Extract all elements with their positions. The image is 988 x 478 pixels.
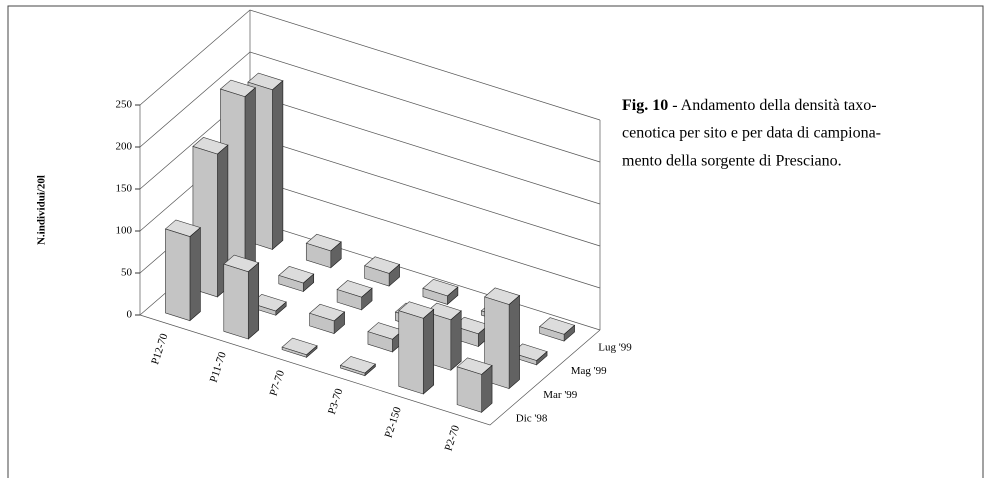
legend-label: Mag '99 xyxy=(571,365,607,377)
bar xyxy=(339,356,376,377)
bar-side xyxy=(508,294,520,390)
bar-front xyxy=(398,310,424,395)
legend-label: Lug '99 xyxy=(598,341,632,353)
y-tick-label: 200 xyxy=(116,141,133,153)
bar xyxy=(367,322,404,353)
legend-label: Dic '98 xyxy=(516,413,548,425)
caption-line: cenotica per sito e per data di campiona… xyxy=(622,125,881,142)
caption-line: - Andamento della densità taxo- xyxy=(672,97,876,114)
bar-side xyxy=(272,80,284,251)
bar-front xyxy=(223,263,249,340)
x-tick-label: P3-70 xyxy=(326,387,346,416)
bar-side xyxy=(450,310,462,371)
caption-line: mento della sorgente di Presciano. xyxy=(622,153,842,170)
y-axis-label: N.individui/20l xyxy=(36,175,48,245)
bar-side xyxy=(247,262,260,340)
bar xyxy=(336,280,373,311)
bar xyxy=(422,278,459,306)
grid-line xyxy=(139,51,601,163)
bar xyxy=(164,219,201,322)
x-tick-label: P2-70 xyxy=(443,423,463,452)
caption-label: Fig. 10 xyxy=(622,97,668,114)
bar-side xyxy=(244,87,256,274)
grid-line xyxy=(139,9,601,121)
y-tick-label: 150 xyxy=(116,183,133,195)
bar-front xyxy=(364,265,390,287)
frame xyxy=(7,5,984,478)
bar-front xyxy=(367,331,393,353)
x-tick-label: P12-70 xyxy=(149,332,170,366)
bar-front xyxy=(456,366,482,413)
bar-front xyxy=(278,274,304,292)
bar-side xyxy=(422,308,435,395)
bar xyxy=(278,266,315,293)
bar-front xyxy=(305,242,332,269)
bar-front xyxy=(336,289,362,311)
bar-front xyxy=(422,287,448,305)
bar xyxy=(398,301,435,395)
y-tick-label: 100 xyxy=(116,225,133,237)
bar xyxy=(309,303,346,335)
x-tick-label: P2-150 xyxy=(383,405,404,439)
bar xyxy=(539,317,576,342)
caption: Fig. 10 - Andamento della densità taxo- xyxy=(622,97,877,114)
y-tick-label: 250 xyxy=(116,99,133,111)
bar-front xyxy=(165,228,191,322)
y-tick-label: 50 xyxy=(121,267,133,279)
bar xyxy=(223,254,260,340)
legend-label: Mar '99 xyxy=(543,389,578,401)
x-tick-label: P11-70 xyxy=(208,350,229,384)
y-tick-label: 0 xyxy=(127,309,133,321)
bar xyxy=(305,233,342,269)
bar xyxy=(281,337,318,358)
floor xyxy=(139,314,601,426)
bar-front xyxy=(281,346,307,358)
bar-front xyxy=(340,365,366,377)
bar-side xyxy=(189,226,201,322)
bar xyxy=(456,357,493,413)
bar-front xyxy=(309,312,335,334)
x-tick-label: P7-70 xyxy=(268,368,288,397)
bar xyxy=(364,256,401,287)
bar-front xyxy=(539,326,565,342)
